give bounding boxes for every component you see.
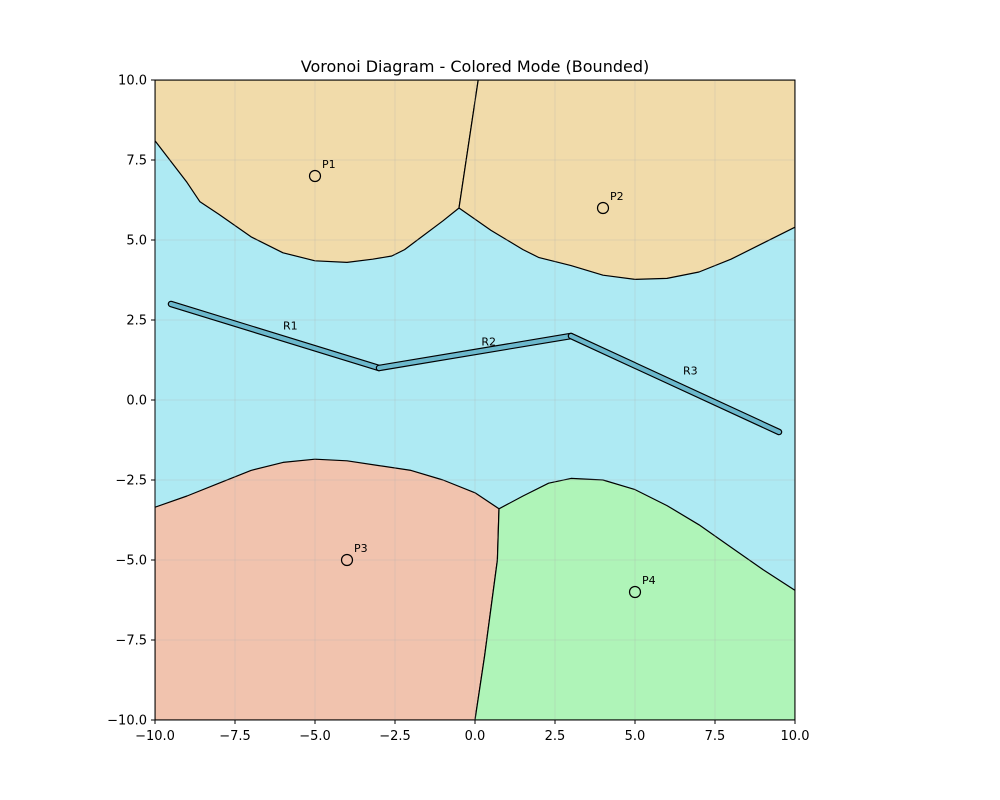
y-tick-label: −10.0: [107, 714, 147, 729]
y-tick-label: 0.0: [126, 394, 147, 409]
river-segment-r3: [568, 333, 782, 435]
y-tick-label: −5.0: [115, 554, 147, 569]
y-tick-label: −2.5: [115, 474, 147, 489]
point-p2: [596, 201, 610, 215]
x-tick-label: 7.5: [705, 729, 726, 744]
y-tick-label: −7.5: [115, 634, 147, 649]
point-label-p4: P4: [642, 574, 656, 587]
x-tick-label: −2.5: [379, 729, 411, 744]
region-p3: [155, 458, 500, 720]
chart-title: Voronoi Diagram - Colored Mode (Bounded): [301, 57, 649, 76]
river-label-r1: R1: [283, 320, 298, 333]
point-p4: [628, 585, 642, 599]
region-p4: [474, 477, 795, 720]
point-label-p1: P1: [322, 158, 336, 171]
points-layer: P1 P2 P3 P4: [308, 158, 656, 599]
point-p3: [340, 553, 354, 567]
plot-area: R1 R2 R3 P1 P2 P3 P4: [154, 79, 796, 721]
river-label-r2: R2: [481, 336, 496, 349]
river-layer: R1 R2 R3: [167, 300, 783, 436]
y-tick-label: 2.5: [126, 314, 147, 329]
point-label-p3: P3: [354, 542, 368, 555]
x-tick-label: −10.0: [135, 729, 175, 744]
x-tick-label: −5.0: [299, 729, 331, 744]
river-label-r3: R3: [683, 364, 698, 377]
y-tick-label: 7.5: [126, 154, 147, 169]
y-tick-label: 10.0: [118, 74, 147, 89]
river-segment-r2: [376, 333, 574, 371]
x-tick-label: 2.5: [545, 729, 566, 744]
x-tick-label: 5.0: [625, 729, 646, 744]
x-tick-label: 10.0: [781, 729, 810, 744]
y-tick-label: 5.0: [126, 234, 147, 249]
x-axis: −10.0 −7.5 −5.0 −2.5 0.0 2.5 5.0 7.5 10.0: [135, 720, 809, 744]
point-p1: [308, 169, 322, 183]
x-tick-label: −7.5: [219, 729, 251, 744]
river-segment-r1: [168, 301, 382, 371]
y-axis: −10.0 −7.5 −5.0 −2.5 0.0 2.5 5.0 7.5 10.0: [107, 74, 155, 729]
x-tick-label: 0.0: [465, 729, 486, 744]
region-p2: [458, 80, 795, 280]
point-label-p2: P2: [610, 190, 624, 203]
